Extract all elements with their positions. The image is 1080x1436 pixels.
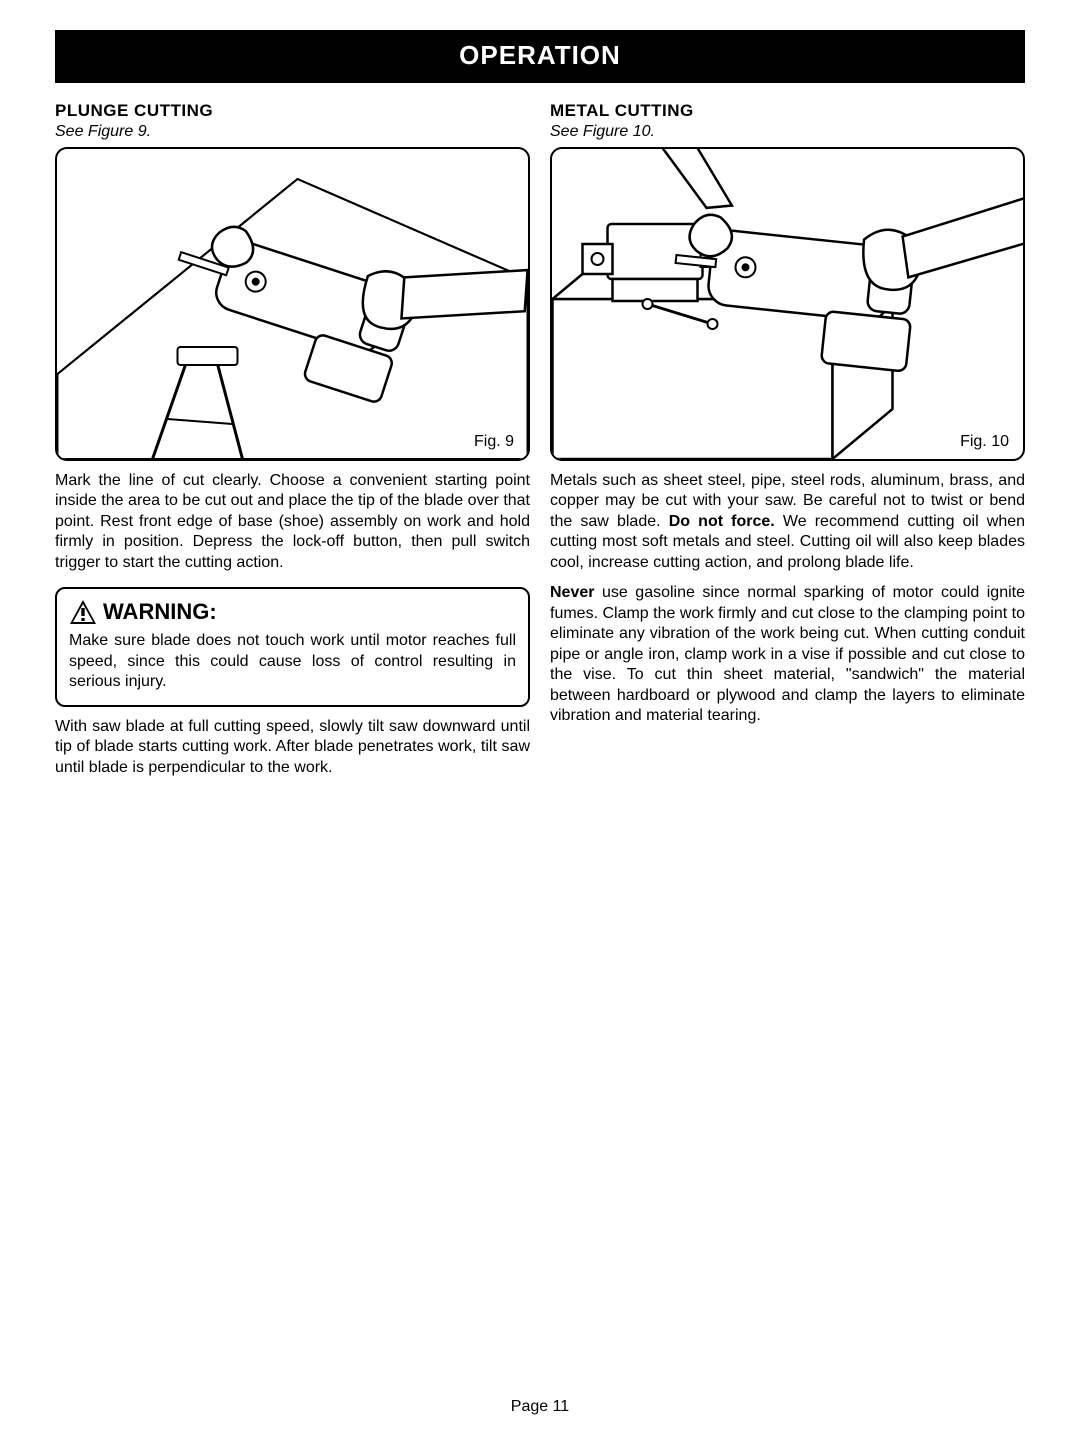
warning-heading: WARNING: <box>69 599 516 625</box>
plunge-paragraph-1: Mark the line of cut clearly. Choose a c… <box>55 471 530 573</box>
warning-box: WARNING: Make sure blade does not touch … <box>55 587 530 706</box>
figure-10-label: Fig. 10 <box>960 433 1009 451</box>
metal-cutting-title: METAL CUTTING <box>550 101 1025 121</box>
see-figure-10: See Figure 10. <box>550 123 1025 141</box>
warning-title-text: WARNING: <box>103 599 217 625</box>
metal-p2-body: use gasoline since normal sparking of mo… <box>550 584 1025 724</box>
figure-10-illustration <box>552 149 1023 459</box>
right-column: METAL CUTTING See Figure 10. <box>550 101 1025 778</box>
left-column: PLUNGE CUTTING See Figure 9. <box>55 101 530 778</box>
figure-10-box: Fig. 10 <box>550 147 1025 461</box>
figure-9-illustration <box>57 149 528 459</box>
do-not-force-bold: Do not force. <box>669 513 775 530</box>
warning-triangle-icon <box>69 599 97 625</box>
two-column-layout: PLUNGE CUTTING See Figure 9. <box>55 101 1025 778</box>
warning-body-text: Make sure blade does not touch work unti… <box>69 631 516 692</box>
plunge-paragraph-2: With saw blade at full cutting speed, sl… <box>55 717 530 778</box>
section-header: OPERATION <box>55 30 1025 83</box>
figure-9-label: Fig. 9 <box>474 433 514 451</box>
figure-9-box: Fig. 9 <box>55 147 530 461</box>
metal-paragraph-2: Never use gasoline since normal sparking… <box>550 583 1025 726</box>
page-number: Page 11 <box>55 1398 1025 1416</box>
plunge-cutting-title: PLUNGE CUTTING <box>55 101 530 121</box>
see-figure-9: See Figure 9. <box>55 123 530 141</box>
never-bold: Never <box>550 584 594 601</box>
metal-paragraph-1: Metals such as sheet steel, pipe, steel … <box>550 471 1025 573</box>
